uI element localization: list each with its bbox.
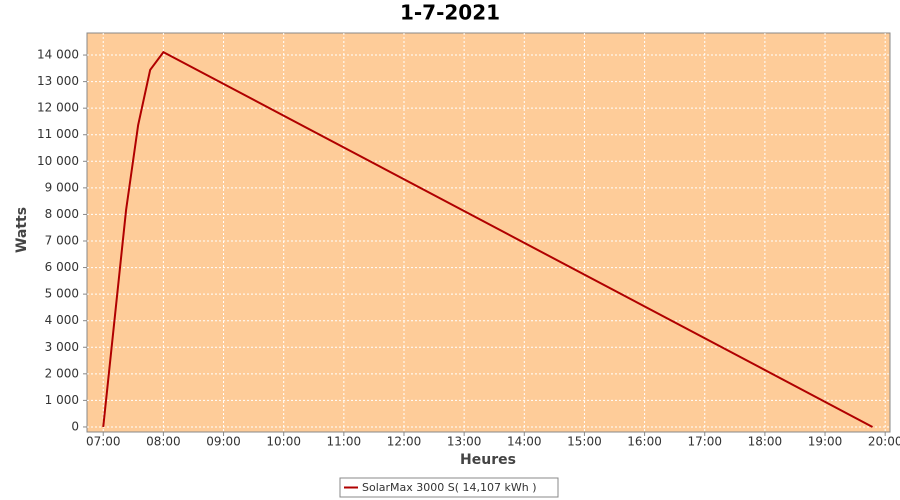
legend-box [339,477,559,498]
y-tick-label: 14 000 [37,48,79,62]
y-tick-label: 11 000 [37,127,79,141]
x-tick-label: 18:00 [748,435,783,449]
legend-label: SolarMax 3000 S( 14,107 kWh ) [362,481,537,494]
y-tick-label: 0 [71,419,79,433]
x-tick-label: 17:00 [687,435,722,449]
x-tick-label: 16:00 [627,435,662,449]
y-tick-label: 1 000 [45,393,79,407]
y-tick-label: 9 000 [45,180,79,194]
x-tick-label: 20:00 [868,435,900,449]
y-tick-label: 5 000 [45,287,79,301]
x-tick-label: 13:00 [447,435,482,449]
y-tick-label: 8 000 [45,207,79,221]
x-tick-label: 15:00 [567,435,602,449]
y-tick-label: 6 000 [45,260,79,274]
y-tick-label: 10 000 [37,154,79,168]
x-tick-label: 08:00 [146,435,181,449]
x-tick-label: 12:00 [387,435,422,449]
y-tick-label: 3 000 [45,340,79,354]
x-tick-label: 07:00 [86,435,121,449]
y-tick-label: 2 000 [45,366,79,380]
chart-title: 1-7-2021 [400,1,500,25]
series-line [102,50,874,428]
x-axis-label: Heures [460,452,516,468]
x-tick-label: 19:00 [808,435,843,449]
x-tick-label: 11:00 [327,435,362,449]
x-tick-label: 14:00 [507,435,542,449]
x-tick-label: 10:00 [266,435,301,449]
y-tick-label: 4 000 [45,313,79,327]
y-axis-label: Watts [14,207,30,253]
y-tick-label: 12 000 [37,101,79,115]
y-tick-label: 13 000 [37,74,79,88]
y-tick-label: 7 000 [45,234,79,248]
x-tick-label: 09:00 [206,435,241,449]
